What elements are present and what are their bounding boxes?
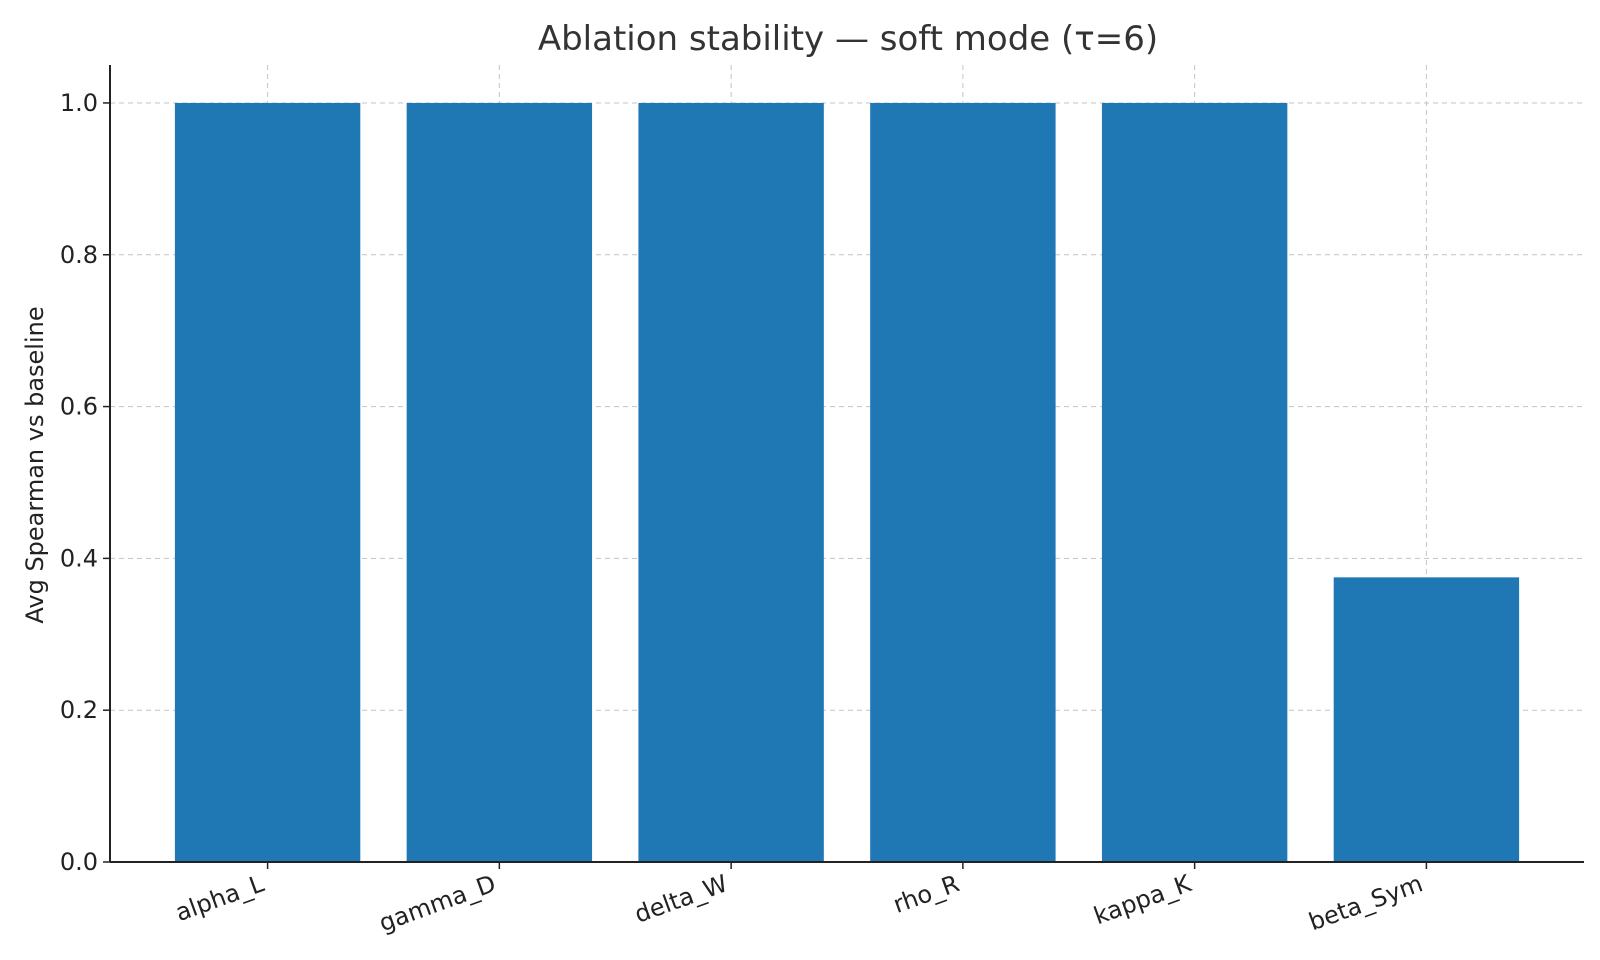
- chart-title: Ablation stability — soft mode (τ=6): [538, 19, 1158, 59]
- x-tick-label: rho_R: [889, 869, 962, 919]
- bar-alpha_L: [174, 102, 361, 862]
- y-tick-label: 1.0: [60, 89, 98, 117]
- y-tick-label: 0.8: [60, 241, 98, 269]
- x-tick-label: beta_Sym: [1305, 869, 1426, 936]
- bar-gamma_D: [406, 102, 593, 862]
- y-tick-label: 0.4: [60, 544, 98, 572]
- bar-rho_R: [870, 102, 1056, 862]
- bars: [174, 102, 1520, 862]
- axes: [109, 65, 1584, 863]
- y-tick-label: 0.0: [60, 848, 98, 876]
- x-tick-label: alpha_L: [172, 869, 269, 927]
- bar-beta_Sym: [1333, 577, 1520, 862]
- x-tick-label: delta_W: [631, 869, 731, 928]
- bar-kappa_K: [1101, 102, 1288, 862]
- x-tick-label: kappa_K: [1090, 869, 1196, 930]
- x-tick-label: gamma_D: [375, 869, 499, 937]
- y-tick-label: 0.6: [60, 393, 98, 421]
- y-tick-label: 0.2: [60, 696, 98, 724]
- y-axis-label: Avg Spearman vs baseline: [21, 306, 49, 623]
- bar-delta_W: [638, 102, 824, 862]
